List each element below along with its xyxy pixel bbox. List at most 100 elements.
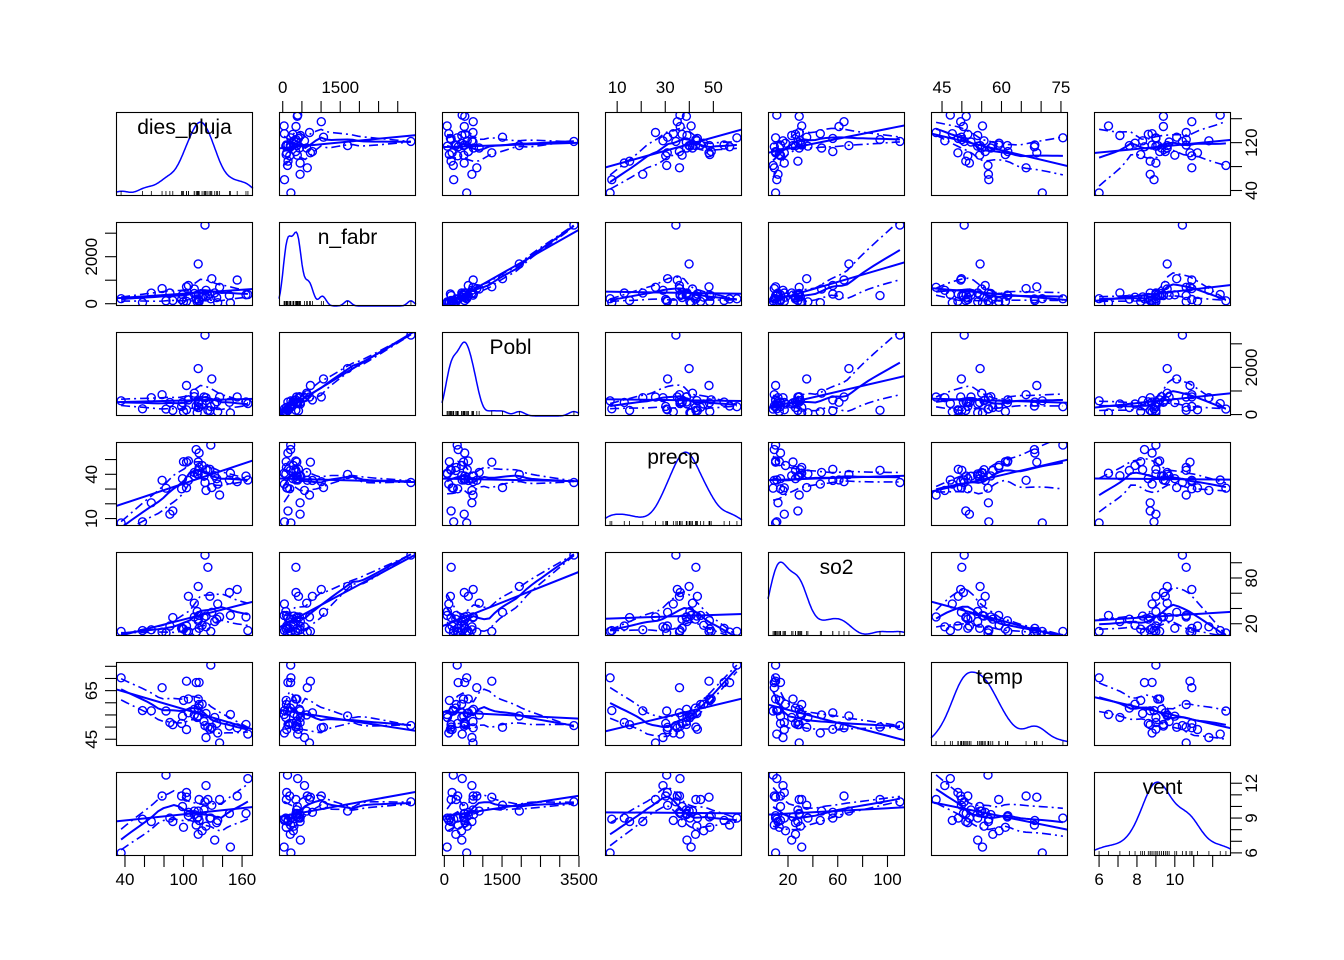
- panel-n_fabr-vs-dies_pluja: [115, 221, 254, 307]
- panel-border: [115, 221, 254, 307]
- smooth-line: [446, 554, 575, 624]
- panel-n_fabr-vs-so2: [767, 221, 906, 307]
- panel-border: [278, 111, 417, 197]
- panel-vent-vs-n_fabr: [278, 771, 417, 857]
- spread-line-lower: [609, 671, 738, 738]
- tick-label: 120: [1242, 128, 1261, 156]
- scatter-points: [116, 332, 253, 416]
- smooth-line: [446, 706, 575, 727]
- spread-line-upper: [1098, 120, 1227, 141]
- rug-ticks: [609, 521, 738, 526]
- tick-label: 45: [82, 730, 101, 749]
- tick-label: 1500: [321, 78, 359, 97]
- panel-n_fabr-vs-vent: [1093, 221, 1232, 307]
- smooth-line: [772, 475, 900, 482]
- spread-line-upper: [283, 459, 411, 482]
- scatter-points: [768, 442, 905, 526]
- smooth-line: [1098, 141, 1226, 159]
- panel-border: [930, 331, 1069, 417]
- panel-border: [1093, 221, 1232, 307]
- spread-line-lower: [283, 141, 411, 166]
- spread-line-lower: [120, 818, 249, 851]
- spread-line-lower: [121, 404, 249, 411]
- scatter-points: [931, 552, 1068, 636]
- tick-label: 6: [1242, 848, 1261, 857]
- panel-border: [115, 441, 254, 527]
- regression-line: [605, 398, 742, 402]
- tick-label: 20: [779, 870, 798, 889]
- spread-line-lower: [609, 147, 737, 190]
- spread-line-lower: [936, 479, 1063, 495]
- tick-label: 20: [1242, 614, 1261, 633]
- spread-line-lower: [935, 294, 1063, 302]
- spread-line-upper: [609, 664, 738, 719]
- smooth-line: [1099, 283, 1227, 301]
- spread-line-lower: [283, 719, 411, 734]
- tick-label: 100: [873, 870, 901, 889]
- panel-temp-vs-dies_pluja: [115, 661, 254, 747]
- spread-line-lower: [1099, 295, 1226, 303]
- tick-label: 3500: [560, 870, 598, 889]
- panel-border: [930, 441, 1069, 527]
- rug-ticks: [446, 411, 575, 416]
- spread-line-upper: [609, 276, 738, 301]
- tick-label: 75: [1051, 78, 1070, 97]
- panel-border: [930, 551, 1069, 637]
- panel-border: [930, 111, 1069, 197]
- tick-label: 60: [828, 870, 847, 889]
- density-curve: [604, 451, 743, 521]
- panel-precp-vs-precp: precp: [604, 441, 743, 527]
- spread-line-lower: [283, 334, 412, 414]
- spread-line-lower: [1098, 483, 1226, 513]
- spread-line-upper: [446, 460, 575, 482]
- smooth-line: [121, 395, 248, 406]
- smooth-line: [446, 474, 574, 484]
- density-curve: [115, 121, 254, 194]
- panel-n_fabr-vs-n_fabr: n_fabr: [278, 221, 417, 307]
- axis-bottom-Pobl: 0 1500 3500: [440, 856, 598, 889]
- tick-label: 80: [1242, 569, 1261, 588]
- regression-line: [605, 697, 742, 733]
- smooth-line: [609, 287, 738, 302]
- tick-label: 160: [228, 870, 256, 889]
- panel-border: [115, 771, 254, 857]
- scatter-points: [1094, 112, 1231, 196]
- regression-line: [605, 290, 742, 295]
- panel-temp-vs-so2: [767, 661, 906, 747]
- spread-line-upper: [935, 277, 1063, 295]
- panel-so2-vs-Pobl: [441, 551, 580, 637]
- spread-line-upper: [446, 688, 575, 728]
- smooth-line: [773, 249, 901, 298]
- panel-border: [604, 551, 743, 637]
- panel-border: [278, 551, 417, 637]
- panel-vent-vs-so2: [767, 771, 906, 857]
- tick-label: 40: [1242, 181, 1261, 200]
- panel-temp-vs-vent: [1093, 661, 1232, 747]
- panel-border: [1093, 551, 1232, 637]
- panel-border: [441, 111, 580, 197]
- panel-Pobl-vs-so2: [767, 331, 906, 417]
- regression-line: [116, 806, 253, 823]
- panel-border: [278, 331, 417, 417]
- spread-line-lower: [121, 296, 248, 303]
- scatter-points: [116, 662, 253, 746]
- spread-line-lower: [446, 139, 575, 163]
- scatter-points: [279, 552, 416, 636]
- tick-label: 8: [1132, 870, 1141, 889]
- scatter-points: [605, 772, 742, 856]
- panel-border: [930, 771, 1069, 857]
- panel-border: [278, 661, 417, 747]
- tick-label: 6: [1094, 870, 1103, 889]
- panel-border: [441, 441, 580, 527]
- spread-line-upper: [120, 783, 249, 830]
- panel-precp-vs-so2: [767, 441, 906, 527]
- tick-label: 2000: [82, 238, 101, 276]
- panel-Pobl-vs-Pobl: Pobl: [441, 331, 580, 417]
- spread-line-upper: [1099, 272, 1227, 300]
- tick-label: 100: [169, 870, 197, 889]
- smooth-line: [609, 395, 737, 408]
- axis-right-Pobl: 0 2000: [1231, 343, 1261, 419]
- smooth-line: [283, 704, 411, 727]
